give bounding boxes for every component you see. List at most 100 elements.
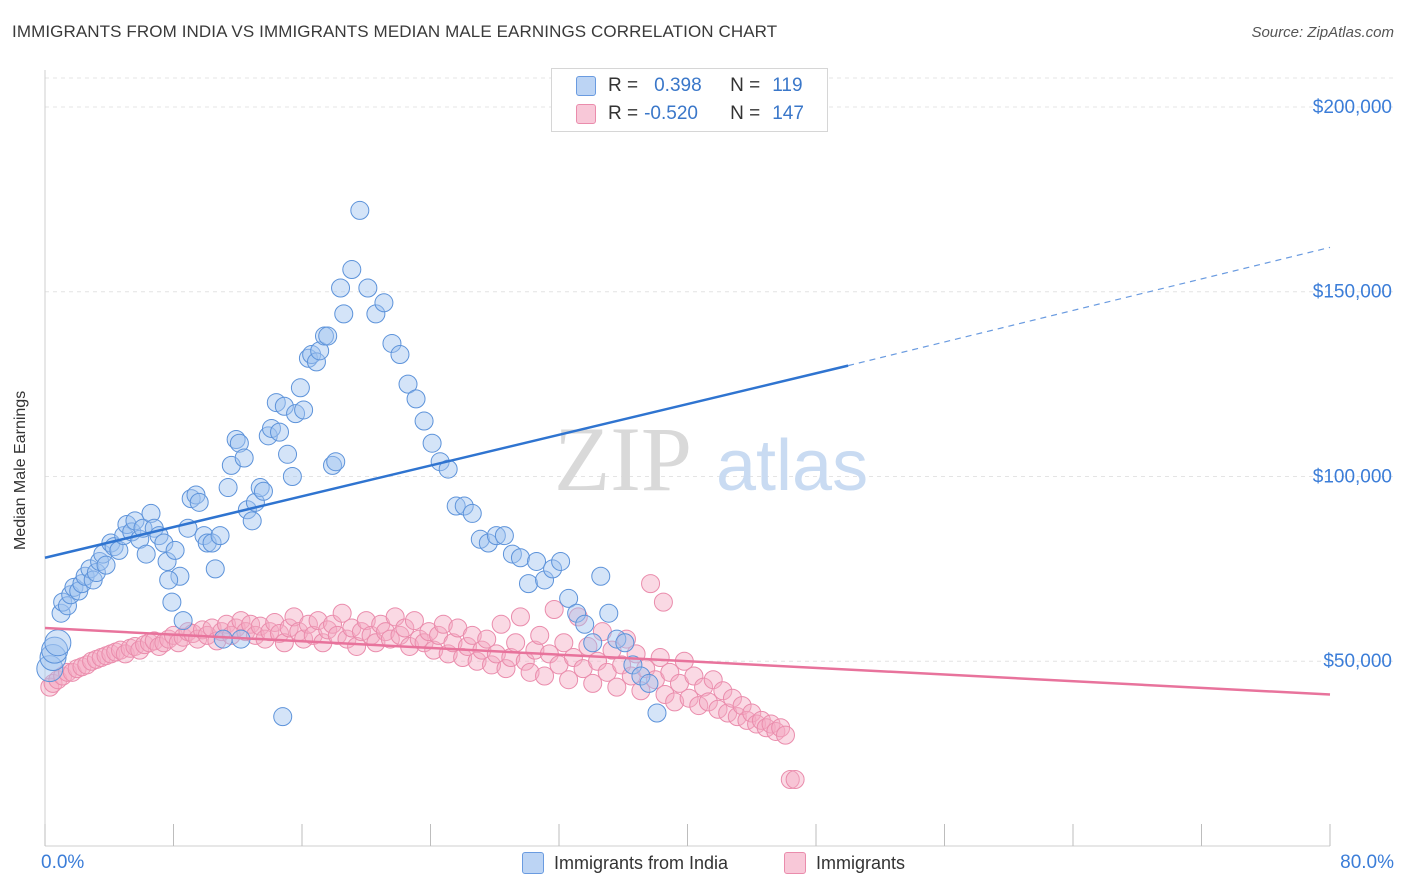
india-point: [334, 304, 354, 324]
immigrants-point: [491, 614, 511, 634]
immigrants-point: [665, 692, 685, 712]
india-point: [366, 304, 386, 324]
india-point: [170, 566, 190, 586]
india-point: [350, 200, 370, 220]
legend-n-value: 119: [772, 75, 803, 96]
immigrants-point: [780, 769, 800, 789]
immigrants-point: [270, 624, 290, 644]
immigrants-point: [274, 633, 294, 653]
tick-labels: $50,000 $100,000 $150,000 $200,000 0.0% 80.0%: [41, 97, 1394, 873]
india-point: [270, 422, 290, 442]
immigrants-point: [385, 607, 405, 627]
watermark: ZIP atlas: [554, 408, 868, 510]
legend-r-label: R =: [608, 103, 639, 124]
legend-n-value: 147: [772, 103, 804, 124]
immigrants-point: [303, 625, 323, 645]
immigrants-point: [713, 681, 733, 701]
legend-n-label: N =: [730, 103, 761, 124]
india-point: [290, 378, 310, 398]
india-point: [213, 629, 233, 649]
immigrants-point: [641, 574, 661, 594]
immigrants-point: [294, 629, 314, 649]
immigrants-point: [679, 688, 699, 708]
watermark-zip: ZIP: [554, 408, 692, 510]
india-point: [559, 588, 579, 608]
india-point: [374, 293, 394, 313]
india-point: [310, 341, 330, 361]
trend-lines: [44, 246, 1331, 696]
india-point: [591, 566, 611, 586]
india-point: [390, 345, 410, 365]
immigrants-point: [332, 603, 352, 623]
immigrants-point: [655, 684, 675, 704]
legend-swatch-immigrants: [576, 104, 596, 124]
immigrants-point: [404, 611, 424, 631]
immigrants-point: [684, 666, 704, 686]
bottom-legend-swatch-immigrants: [784, 852, 806, 874]
india-point: [210, 526, 230, 546]
immigrants-point: [356, 611, 376, 631]
india-point: [647, 703, 667, 723]
immigrants-point: [785, 769, 805, 789]
immigrants-point: [395, 618, 415, 638]
legend-n-label: N =: [730, 75, 761, 96]
india-point: [615, 633, 635, 653]
legend-r-value: 0.398: [654, 75, 702, 96]
india-point: [446, 496, 466, 516]
immigrants-trend-line: [44, 626, 1331, 696]
india-trend-line: [44, 364, 849, 559]
india-point: [274, 396, 294, 416]
india-point: [527, 551, 547, 571]
india-point: [36, 655, 64, 683]
immigrants-point: [298, 614, 318, 634]
immigrants-point: [703, 670, 723, 690]
india-point: [229, 433, 249, 453]
series-immigrants-points: [40, 574, 805, 789]
immigrants-point: [486, 644, 506, 664]
immigrants-point: [467, 651, 487, 671]
legend-row-immigrants: R = -0.520 N = 147: [576, 101, 804, 127]
immigrants-point: [351, 622, 371, 642]
india-point: [567, 603, 587, 623]
immigrants-point: [433, 614, 453, 634]
india-point: [173, 611, 193, 631]
y-axis-label: Median Male Earnings: [12, 390, 29, 550]
india-point: [165, 540, 185, 560]
immigrants-point: [607, 677, 627, 697]
immigrants-point: [366, 633, 386, 653]
india-point: [278, 444, 298, 464]
immigrants-point: [482, 655, 502, 675]
india-point: [202, 533, 222, 553]
bottom-legend-immigrants: Immigrants: [784, 852, 905, 874]
india-point: [86, 563, 106, 583]
india-point: [358, 278, 378, 298]
immigrants-point: [250, 616, 270, 636]
india-point: [39, 644, 67, 672]
immigrants-point: [708, 699, 728, 719]
legend-r-label: R =: [608, 75, 639, 96]
immigrants-point: [650, 648, 670, 668]
india-point: [535, 570, 555, 590]
immigrants-point: [535, 666, 555, 686]
immigrants-point: [510, 607, 530, 627]
immigrants-point: [506, 633, 526, 653]
immigrants-point: [742, 703, 762, 723]
immigrants-point: [323, 614, 343, 634]
immigrants-point: [380, 629, 400, 649]
india-point: [331, 278, 351, 298]
immigrants-point: [217, 614, 237, 634]
y-tick-label: $50,000: [1323, 651, 1392, 672]
immigrants-point: [775, 725, 795, 745]
immigrants-point: [544, 600, 564, 620]
grid-lines: [45, 77, 1395, 662]
india-point: [141, 503, 161, 523]
immigrants-point: [727, 707, 747, 727]
immigrants-point: [698, 692, 718, 712]
india-point: [162, 592, 182, 612]
india-point: [494, 526, 514, 546]
immigrants-point: [40, 677, 60, 697]
india-point: [631, 666, 651, 686]
immigrants-point: [612, 655, 632, 675]
immigrants-point: [559, 670, 579, 690]
immigrants-point: [530, 625, 550, 645]
